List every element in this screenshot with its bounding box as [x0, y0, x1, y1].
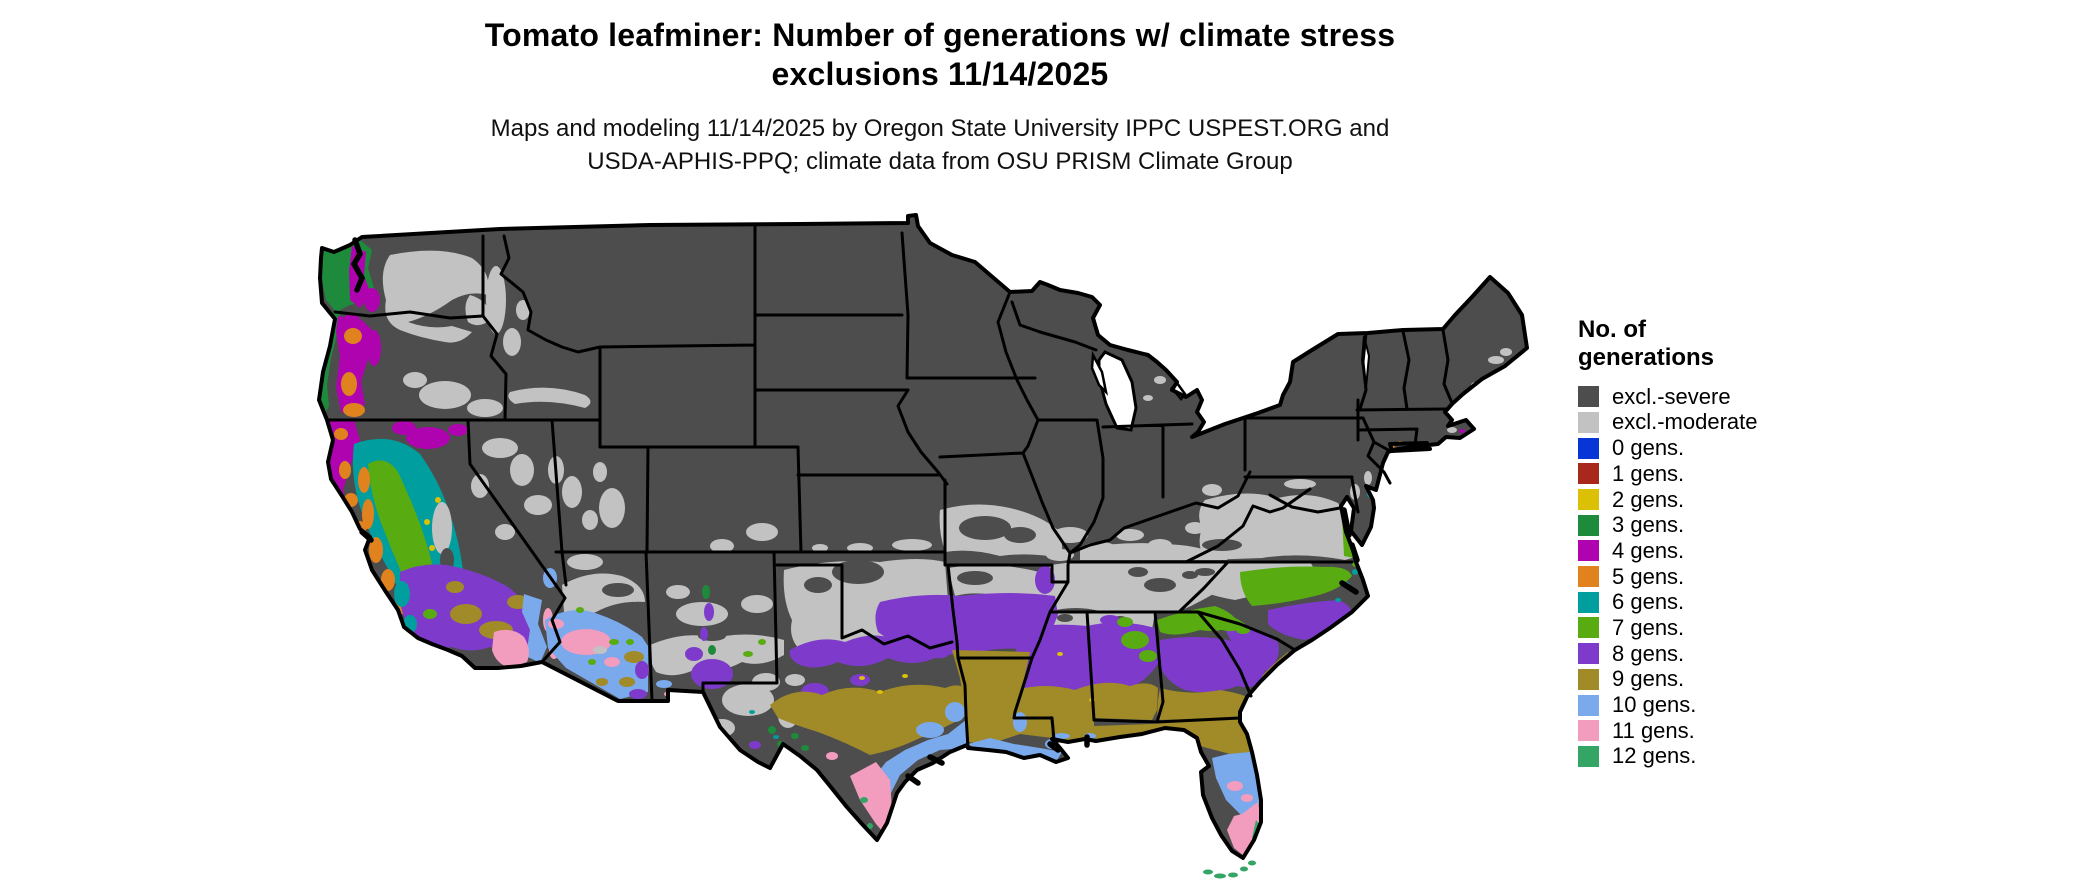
- legend-row: excl.-moderate: [1578, 409, 1818, 435]
- legend-item-label: 11 gens.: [1612, 717, 1695, 743]
- legend-row: 4 gens.: [1578, 537, 1818, 563]
- eleven-gens-band: [826, 752, 1261, 856]
- legend-item-label: 6 gens.: [1612, 589, 1685, 615]
- legend: No. of generations excl.-severe excl.-mod…: [1578, 316, 1818, 771]
- legend-item-label: 0 gens.: [1612, 435, 1685, 461]
- legend-row: 0 gens.: [1578, 435, 1818, 461]
- legend-row: 9 gens.: [1578, 666, 1818, 692]
- legend-swatch: [1578, 489, 1599, 510]
- subtitle-line2: USDA-APHIS-PPQ; climate data from OSU PR…: [587, 148, 1293, 175]
- legend-swatch: [1578, 617, 1599, 639]
- title-block: Tomato leafminer: Number of generations …: [0, 16, 1880, 94]
- southwest-regions: [545, 585, 766, 699]
- legend-row: excl.-severe: [1578, 383, 1818, 409]
- legend-item-label: 3 gens.: [1612, 512, 1685, 538]
- legend-item-label: 5 gens.: [1612, 563, 1685, 589]
- conus-outline: [317, 213, 1529, 860]
- legend-item-label: 12 gens.: [1612, 743, 1697, 769]
- legend-item-label: 2 gens.: [1612, 486, 1685, 512]
- legend-title-line2: generations: [1578, 344, 1715, 371]
- legend-swatch: [1578, 411, 1599, 433]
- legend-swatch: [1578, 694, 1599, 716]
- twelve-gens-spots: [860, 797, 1259, 858]
- green-bay: [1090, 350, 1109, 396]
- legend-swatch: [1578, 386, 1599, 408]
- legend-item-label: 4 gens.: [1612, 537, 1685, 563]
- legend-swatch: [1578, 720, 1599, 742]
- legend-row: 5 gens.: [1578, 563, 1818, 589]
- subtitle-line1: Maps and modeling 11/14/2025 by Oregon S…: [490, 115, 1390, 142]
- state-borders: [325, 222, 1454, 750]
- legend-row: 3 gens.: [1578, 512, 1818, 538]
- legend-row: 2 gens.: [1578, 486, 1818, 512]
- legend-row: 7 gens.: [1578, 614, 1818, 640]
- legend-swatch: [1578, 591, 1599, 613]
- florida-keys: [1203, 860, 1256, 879]
- legend-item-label: excl.-severe: [1612, 383, 1731, 409]
- legend-swatch: [1578, 668, 1599, 690]
- legend-row: 1 gens.: [1578, 460, 1818, 486]
- legend-items: excl.-severe excl.-moderate 0 gens. 1 gens.…: [1578, 383, 1818, 769]
- legend-item-label: 8 gens.: [1612, 640, 1685, 666]
- legend-item-label: 1 gens.: [1612, 460, 1685, 486]
- legend-item-label: 7 gens.: [1612, 614, 1685, 640]
- legend-row: 10 gens.: [1578, 692, 1818, 717]
- subtitle-block: Maps and modeling 11/14/2025 by Oregon S…: [0, 112, 1880, 178]
- page-title-line2: exclusions 11/14/2025: [771, 56, 1109, 92]
- legend-swatch: [1578, 540, 1599, 562]
- legend-item-label: 10 gens.: [1612, 692, 1697, 717]
- legend-swatch: [1578, 745, 1599, 767]
- legend-row: 6 gens.: [1578, 589, 1818, 615]
- legend-swatch: [1578, 643, 1599, 665]
- legend-title: No. of generations: [1578, 316, 1818, 372]
- legend-row: 12 gens.: [1578, 743, 1818, 769]
- legend-item-label: excl.-moderate: [1612, 409, 1758, 435]
- legend-swatch: [1578, 437, 1599, 459]
- severe-overlay-patches: [602, 516, 1242, 641]
- legend-swatch: [1578, 463, 1599, 485]
- legend-title-line1: No. of: [1578, 316, 1646, 343]
- legend-row: 11 gens.: [1578, 717, 1818, 743]
- legend-swatch: [1578, 566, 1599, 588]
- legend-row: 8 gens.: [1578, 640, 1818, 666]
- page-title-line1: Tomato leafminer: Number of generations …: [484, 17, 1396, 53]
- legend-item-label: 9 gens.: [1612, 666, 1685, 692]
- legend-swatch: [1578, 514, 1599, 536]
